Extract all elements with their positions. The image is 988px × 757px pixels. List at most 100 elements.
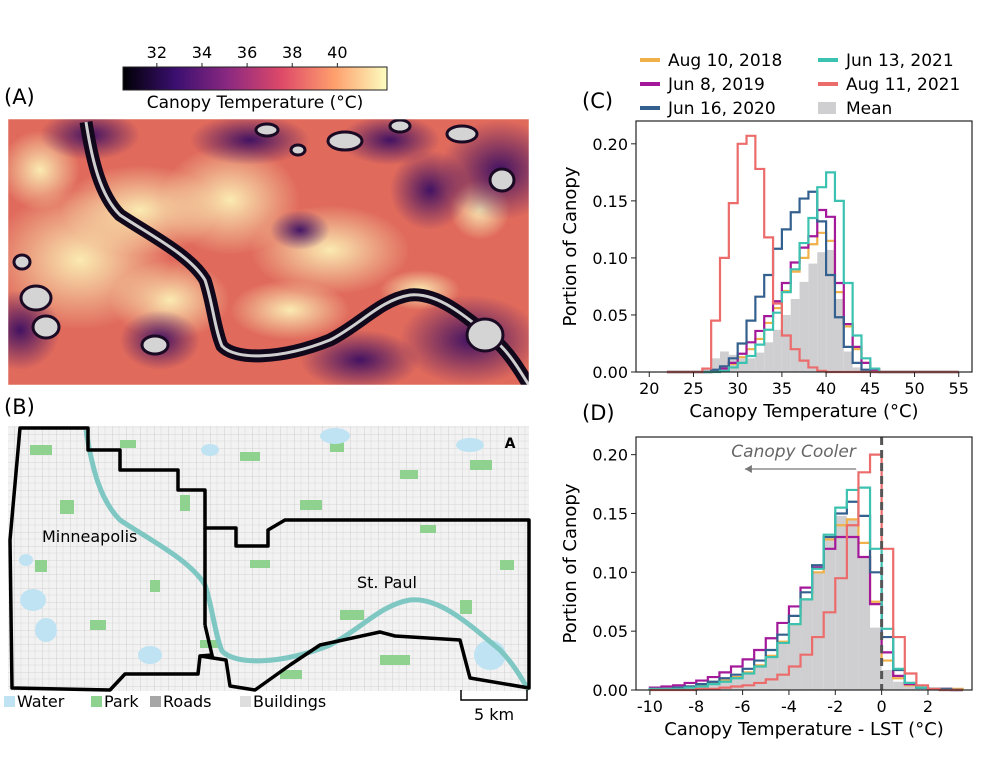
colorbar-tick-label: 36 [237,43,257,62]
mean-bar [742,672,755,690]
map-lakes [12,119,516,356]
mean-histogram [649,515,963,690]
colorbar-tick-label: 32 [147,43,167,62]
scale-bar-label: 5 km [474,705,514,724]
x-tick-label: -2 [827,697,843,716]
mean-bar [858,557,871,690]
legend-park: Park [91,692,139,711]
y-tick-label: 0.15 [592,504,628,523]
y-tick-label: 0.00 [592,363,628,382]
x-tick-label: -10 [637,697,663,716]
x-axis-label: Canopy Temperature (°C) [689,401,918,422]
temperature-map [8,119,529,385]
mean-bar [711,358,720,372]
mean-bar [823,539,836,690]
mean-bar [846,519,859,690]
mean-bar [870,627,882,690]
scale-bar: 5 km [460,690,528,724]
mean-bar [916,687,928,690]
legend-label: Jun 16, 2020 [667,99,776,119]
mean-bar [834,298,844,372]
colorbar-tick-label: 40 [327,43,347,62]
colorbar-title: Canopy Temperature (°C) [147,93,363,113]
mean-bar [852,367,862,372]
map-water [19,428,506,670]
plot-frame [635,436,973,691]
x-tick-label: 35 [772,379,792,398]
legend-label: Aug 11, 2021 [846,75,960,95]
histogram-d: -10 -8 -6 -4 -2 0 2 0.00 0.05 0.10 0.15 0.20 Canopy … [560,436,973,740]
mean-bar [800,599,813,690]
legend-label: Mean [846,99,892,119]
x-tick-label: -6 [735,697,751,716]
panel-d: (D) -10 -8 -6 -4 -2 0 2 0.00 0.05 0.10 0.15 0.20 Can… [560,401,973,740]
legend-swatch [818,102,836,114]
map-parks [30,440,514,679]
legend-item: Aug 11, 2021 [818,75,960,95]
legend-item: Jun 8, 2019 [640,75,765,95]
y-tick-label: 0.00 [592,681,628,700]
x-tick-label: 2 [923,697,933,716]
y-tick-label: 0.20 [592,446,628,465]
legend-item: Jun 16, 2020 [640,99,776,119]
map-river-b [83,429,529,691]
mean-bar [788,624,801,690]
y-tick-label: 0.05 [592,622,628,641]
series-line [649,453,963,692]
map-cool-zones [8,119,529,385]
legend-item: Mean [818,99,892,119]
y-tick-label: 0.20 [592,135,628,154]
x-tick-label: 50 [904,379,924,398]
mean-bar [835,515,847,690]
plot-frame [635,120,973,373]
mean-bar [707,682,720,690]
legend-label: Aug 10, 2018 [668,51,782,71]
histogram-c: 20 25 30 35 40 45 50 55 0.00 0.05 0.10 0.15 0.20 Cano… [560,120,973,422]
series-legend: Aug 10, 2018 Jun 8, 2019 Jun 16, 2020 Jun 1… [640,51,960,119]
panel-b: (B) [4,395,531,724]
legend-label: Jun 8, 2019 [667,75,765,95]
north-arrow-icon: A [505,436,516,452]
legend-item: Jun 13, 2021 [818,51,954,71]
x-tick-label: 20 [639,379,659,398]
mean-bar [754,665,766,690]
city-label-minneapolis: Minneapolis [42,527,137,546]
colorbar-tick-label: 38 [282,43,302,62]
mean-bar [904,685,917,690]
panel-a-label: (A) [4,85,35,109]
mean-bar [731,677,743,690]
mean-bar [773,329,782,372]
x-tick-label: 40 [816,379,836,398]
map-frame [7,118,530,386]
legend-park-label: Park [104,692,139,711]
y-axis-label: Portion of Canopy [560,483,581,643]
mean-bar [737,358,747,372]
panel-c: (C) 20 25 30 35 40 45 50 55 0.00 0.05 0.10 0.15 0.20… [560,89,973,422]
mean-bar [843,351,853,372]
colorbar-gradient [122,66,388,91]
mean-bar [755,352,765,372]
y-tick-label: 0.10 [592,249,628,268]
mean-bar [764,342,774,372]
colorbar-tick-label: 34 [192,43,212,62]
panel-a: (A) 32 34 36 38 40 Canopy Temperature (°C) [4,43,530,386]
mean-bar [817,252,827,372]
legend-roads: Roads [150,692,211,711]
x-tick-label: 25 [683,379,703,398]
mean-bar [765,655,778,690]
colorbar-ticks: 32 34 36 38 40 [147,43,348,67]
panel-c-label: (C) [582,89,613,113]
y-axis-label: Portion of Canopy [560,166,581,326]
mean-bar [790,298,800,372]
city-label-st-paul: St. Paul [357,573,417,592]
legend-item: Aug 10, 2018 [640,51,782,71]
annotation-arrow-head [744,465,752,473]
canopy-cooler-annotation: Canopy Cooler [731,442,857,462]
legend-buildings: Buildings [240,692,326,711]
mean-bar [781,314,791,372]
x-tick-label: -8 [688,697,704,716]
mean-bar [799,281,809,372]
mean-bar [893,681,905,690]
mean-bar [826,249,835,372]
legend-water: Water [4,692,65,711]
